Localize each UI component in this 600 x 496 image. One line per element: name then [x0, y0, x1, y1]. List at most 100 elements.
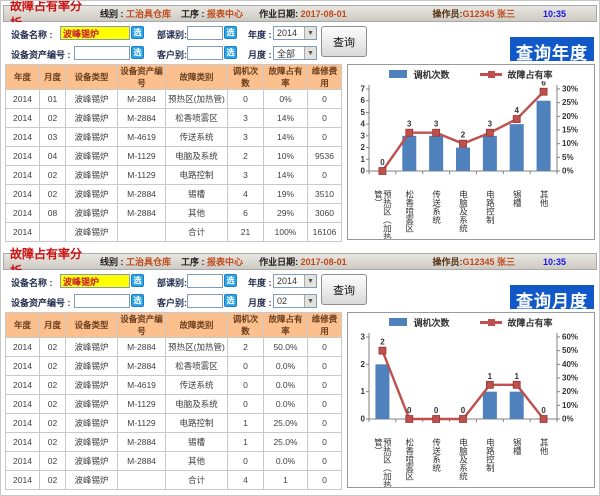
customer-input[interactable]	[187, 46, 223, 60]
device-name-input[interactable]: 波峰锡炉	[60, 26, 130, 40]
table-cell: 9536	[307, 146, 342, 166]
table-cell: 0.0%	[263, 375, 308, 395]
line-series-label: 故障占有率	[507, 317, 553, 328]
line-marker	[432, 415, 441, 423]
table-cell: 2	[227, 146, 264, 166]
column-header: 故障类别	[165, 64, 228, 90]
left-axis-tick: 3	[361, 333, 366, 342]
year-select[interactable]: 2014 ▼	[273, 274, 317, 288]
month-select[interactable]: 02 ▼	[273, 294, 317, 308]
table-cell: 2	[227, 337, 264, 357]
table-cell: 波峰锡炉	[65, 89, 118, 109]
line-series-swatch-icon	[479, 318, 502, 326]
table-row: 2014 02 波峰锡炉 M-1129 电路控制 1 25.0% 0	[5, 413, 342, 433]
line-marker	[405, 415, 414, 423]
clock-time: 10:35	[542, 256, 566, 267]
chevron-down-icon: ▼	[304, 27, 316, 39]
right-axis-tick: 40%	[562, 360, 578, 369]
device-name-label: 设备名称 :	[11, 278, 53, 288]
asset-no-input[interactable]	[74, 46, 130, 60]
year-label: 年度 :	[248, 278, 272, 288]
x-category-label: 其他	[539, 438, 550, 455]
panel-content: 年度 月度 设备类型 设备资产编号 故障类别 调机次数 故障占有率 维修费用 2014 02 波峰…	[3, 312, 597, 490]
table-cell: 29%	[263, 203, 308, 223]
table-cell: 3	[227, 165, 264, 185]
table-cell: M-2884	[117, 89, 166, 109]
operator-label: 操作员:	[432, 9, 463, 19]
customer-pick-button[interactable]: 选	[224, 46, 237, 59]
point-label: 0	[541, 406, 546, 415]
table-cell: 16106	[307, 222, 342, 242]
table-cell: 02	[39, 184, 66, 204]
chart-legend: 调机次数 故障占有率	[351, 315, 591, 329]
device-name-label: 设备名称 :	[11, 30, 53, 40]
month-value: 02	[277, 296, 288, 306]
table-cell: 0	[307, 337, 342, 357]
query-button[interactable]: 查询	[321, 26, 367, 57]
chevron-down-icon: ▼	[304, 275, 316, 287]
table-cell: 波峰锡炉	[65, 146, 118, 166]
year-value: 2014	[277, 276, 298, 286]
table-cell: 波峰锡炉	[65, 127, 118, 147]
table-cell: 0	[307, 451, 342, 471]
operator-label: 操作员:	[432, 257, 463, 267]
department-input[interactable]	[187, 26, 223, 40]
x-category-label: 松香喷雾区	[404, 438, 415, 481]
table-cell: 预热区(加热管)	[165, 337, 228, 357]
x-category-label: 预热区（加热管）	[373, 438, 393, 488]
query-button[interactable]: 查询	[321, 274, 367, 305]
year-select[interactable]: 2014 ▼	[273, 26, 317, 40]
device-pick-button[interactable]: 选	[131, 274, 144, 287]
right-axis-tick: 50%	[562, 346, 578, 355]
customer-pick-button[interactable]: 选	[224, 294, 237, 307]
work-date-label: 作业日期:	[259, 9, 299, 19]
operator-info: 操作员:G12345 张三	[432, 7, 515, 20]
x-category-label: 其他	[539, 190, 550, 207]
customer-input[interactable]	[187, 294, 223, 308]
left-axis-tick: 1	[361, 155, 366, 164]
point-label: 2	[380, 338, 385, 347]
left-axis-tick: 1	[361, 387, 366, 396]
filter-bar: 设备名称 : 波峰锡炉 选 设备资产编号 : 选 部课别: 选 客户别: 选 年…	[3, 270, 597, 312]
table-cell: 6	[227, 203, 264, 223]
table-cell: 波峰锡炉	[65, 413, 118, 433]
bar	[536, 100, 551, 171]
asset-pick-button[interactable]: 选	[131, 46, 144, 59]
chart-legend: 调机次数 故障占有率	[351, 67, 591, 81]
department-pick-button[interactable]: 选	[224, 26, 237, 39]
table-cell: 25.0%	[263, 413, 308, 433]
table-cell: 01	[39, 89, 66, 109]
table-cell: 2014	[5, 108, 40, 128]
customer-label: 客户别:	[157, 298, 187, 308]
point-label: 2	[461, 131, 466, 140]
table-cell: 02	[39, 451, 66, 471]
device-name-input[interactable]: 波峰锡炉	[60, 274, 130, 288]
table-row: 2014 波峰锡炉 合计 21 100% 16106	[5, 222, 342, 242]
table-row: 2014 04 波峰锡炉 M-1129 电脑及系统 2 10% 9536	[5, 146, 342, 166]
asset-no-label: 设备资产编号 :	[11, 298, 71, 308]
table-cell: 波峰锡炉	[65, 108, 118, 128]
department-pick-button[interactable]: 选	[224, 274, 237, 287]
department-input[interactable]	[187, 274, 223, 288]
table-cell: 波峰锡炉	[65, 337, 118, 357]
chart-x-labels: 预热区（加热管） 松香喷雾区 传送系统 电脑及系统 电路控制 锡槽 其他	[369, 438, 557, 488]
asset-no-label: 设备资产编号 :	[11, 50, 71, 60]
asset-pick-button[interactable]: 选	[131, 294, 144, 307]
table-row: 2014 02 波峰锡炉 M-2884 锡槽 4 19% 3510	[5, 184, 342, 204]
asset-no-input[interactable]	[74, 294, 130, 308]
month-value: 全部	[277, 48, 296, 59]
fault-chart: 调机次数 故障占有率 0 1 2 3 4 5 6 7 0% 5% 10% 15% 20% 25% 30% 0 3…	[347, 64, 595, 240]
month-select[interactable]: 全部 ▼	[273, 46, 317, 60]
table-cell: 传送系统	[165, 127, 228, 147]
x-category-label: 电脑及系统	[458, 190, 469, 233]
column-header: 故障类别	[165, 312, 228, 338]
table-cell: 0	[307, 470, 342, 490]
fault-table-head: 年度 月度 设备类型 设备资产编号 故障类别 调机次数 故障占有率 维修费用	[5, 64, 342, 90]
column-header: 调机次数	[227, 64, 264, 90]
point-label: 1	[514, 372, 519, 381]
device-pick-button[interactable]: 选	[131, 26, 144, 39]
table-row: 2014 02 波峰锡炉 M-1129 电脑及系统 0 0.0% 0	[5, 394, 342, 414]
fault-chart: 调机次数 故障占有率 0 1 2 3 0% 10% 20% 30% 40% 50% 60% 2 0 0 0 1…	[347, 312, 595, 488]
table-cell: 2014	[5, 203, 40, 223]
bar-series-label: 调机次数	[413, 69, 450, 80]
